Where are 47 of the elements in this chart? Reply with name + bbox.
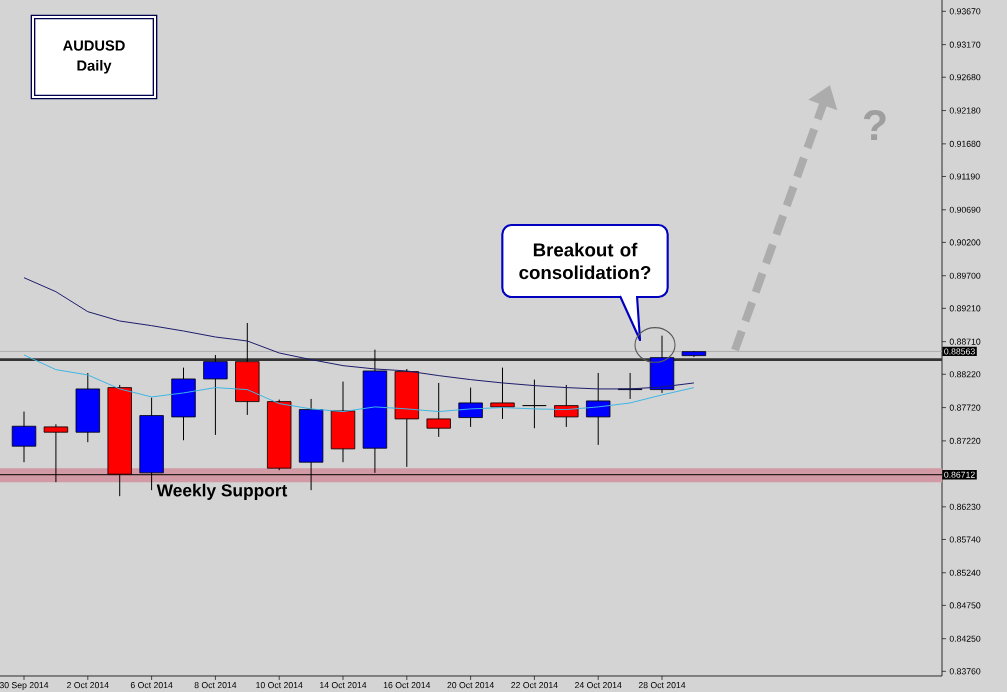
text: Daily [77, 59, 112, 74]
y-tick-label: 0.90200 [949, 239, 981, 246]
candlestick [203, 354, 228, 436]
text: AUDUSD [62, 40, 125, 51]
y-tick-label: 0.91190 [949, 173, 980, 180]
line-series [23, 354, 695, 413]
y-tick-label: 0.93170 [949, 41, 981, 48]
y-tick-label: 0.87720 [949, 404, 981, 411]
x-tick-label: 10 Oct 2014 [256, 682, 303, 689]
x-tick-label: 20 Oct 2014 [447, 682, 494, 689]
y-tick-label: 0.84750 [949, 602, 981, 609]
y-tick-label: 0.83760 [949, 668, 981, 675]
y-tick-label: 0.92680 [949, 74, 981, 81]
y-tick-label: 0.87220 [949, 437, 981, 444]
y-tick-label: 0.92180 [949, 107, 981, 114]
y-tick-label: 0.88710 [949, 338, 981, 345]
x-tick-label: 28 Oct 2014 [638, 682, 686, 689]
x-tick-label: 24 Oct 2014 [575, 682, 622, 689]
y-tick-label: 0.93670 [949, 8, 981, 15]
y-tick-label: 0.85740 [949, 536, 981, 543]
x-tick-label: 16 Oct 2014 [383, 682, 431, 689]
ref-line-label: 0.88563 [944, 348, 975, 355]
annotation: Breakout of consolidation? [519, 242, 651, 280]
x-tick-label: 2 Oct 2014 [67, 682, 109, 689]
candlestick [554, 384, 579, 428]
y-tick-label: 0.89210 [949, 305, 981, 312]
y-tick-label: 0.89700 [949, 272, 981, 279]
x-tick-label: 22 Oct 2014 [511, 682, 558, 689]
y-tick-label: 0.90690 [949, 206, 981, 213]
text: ? [863, 110, 886, 140]
x-tick-label: 8 Oct 2014 [194, 682, 237, 689]
candlestick [490, 367, 515, 420]
candlestick [11, 411, 37, 463]
x-tick-label: 6 Oct 2014 [130, 682, 173, 689]
candlestick [586, 372, 611, 446]
y-tick-label: 0.85240 [949, 569, 981, 576]
candlestick [522, 379, 547, 429]
y-tick-label: 0.86230 [949, 503, 981, 510]
y-tick-label: 0.91680 [949, 140, 981, 147]
band-label: Weekly Support [156, 483, 288, 500]
x-tick-label: 14 Oct 2014 [320, 682, 367, 689]
y-tick-label: 0.84250 [949, 635, 981, 642]
candlestick [426, 382, 451, 438]
candlestick [458, 387, 483, 428]
ref-line-label: 0.86712 [944, 471, 975, 478]
x-tick-label: 30 Sep 2014 [0, 682, 49, 690]
y-tick-label: 0.88220 [949, 371, 981, 378]
